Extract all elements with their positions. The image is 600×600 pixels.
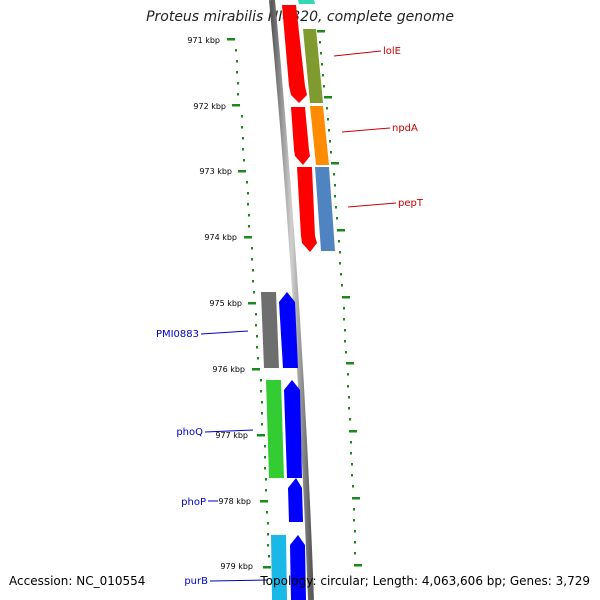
gene-arrow-red-2 [291, 107, 310, 165]
gene-label-phoQ: phoQ [176, 427, 203, 438]
gene-label-pepT: pepT [398, 198, 424, 209]
gene-arrows-forward [282, 5, 317, 252]
ruler-label: 972 kbp [193, 102, 226, 111]
forward-gene-labels: lolE npdA pepT [333, 46, 424, 209]
gene-green-feature [266, 380, 284, 478]
gene-olive-feature [303, 29, 323, 103]
accession-text: Accession: NC_010554 [9, 574, 146, 588]
gene-gray-feature [261, 292, 279, 368]
gene-label-npdA: npdA [392, 123, 418, 134]
gene-arrow-blue-1 [279, 292, 298, 368]
label-leader [333, 50, 382, 57]
genome-backbone [269, 0, 314, 600]
label-leader [347, 202, 397, 208]
ruler-label: 975 kbp [209, 299, 242, 308]
gene-arrow-blue-4 [290, 535, 306, 600]
ruler-label: 974 kbp [204, 233, 237, 242]
label-leader [341, 127, 391, 133]
ruler-ticks-inner [227, 38, 271, 569]
gene-label-lolE: lolE [383, 46, 401, 57]
ruler-label: 977 kbp [215, 431, 248, 440]
ruler-label: 971 kbp [187, 36, 220, 45]
gene-cyan-feature [271, 535, 287, 600]
label-leader [204, 429, 254, 433]
forward-strand-track [298, 0, 335, 251]
ruler-label: 978 kbp [218, 497, 251, 506]
genome-summary-text: Topology: circular; Length: 4,063,606 bp… [260, 574, 590, 588]
ruler-dots-inner [235, 49, 270, 558]
gene-arrow-red-1 [282, 5, 307, 103]
inner-ruler [227, 38, 271, 569]
gene-arrow-red-3 [297, 167, 317, 252]
ruler-labels: 971 kbp 972 kbp 973 kbp 974 kbp 975 kbp … [187, 36, 253, 571]
reverse-strand-track [261, 292, 306, 600]
map-title: Proteus mirabilis HI4320, complete genom… [146, 9, 454, 25]
ruler-label: 973 kbp [199, 167, 232, 176]
gene-arrow-blue-3 [288, 478, 303, 522]
gene-label-purB: purB [184, 576, 208, 587]
label-leader [209, 579, 269, 582]
gene-steelblue-feature [315, 167, 335, 251]
reverse-gene-labels: PMI0883 phoQ phoP purB [156, 329, 269, 587]
gene-orange-feature [310, 106, 329, 165]
outer-ruler [317, 30, 362, 567]
label-leader [200, 330, 249, 335]
ruler-label: 979 kbp [220, 562, 253, 571]
gene-arrow-blue-2 [284, 380, 302, 478]
gene-teal-feature [298, 0, 315, 4]
gene-label-phoP: phoP [181, 497, 206, 508]
gene-label-PMI0883: PMI0883 [156, 329, 199, 340]
ruler-label: 976 kbp [212, 365, 245, 374]
